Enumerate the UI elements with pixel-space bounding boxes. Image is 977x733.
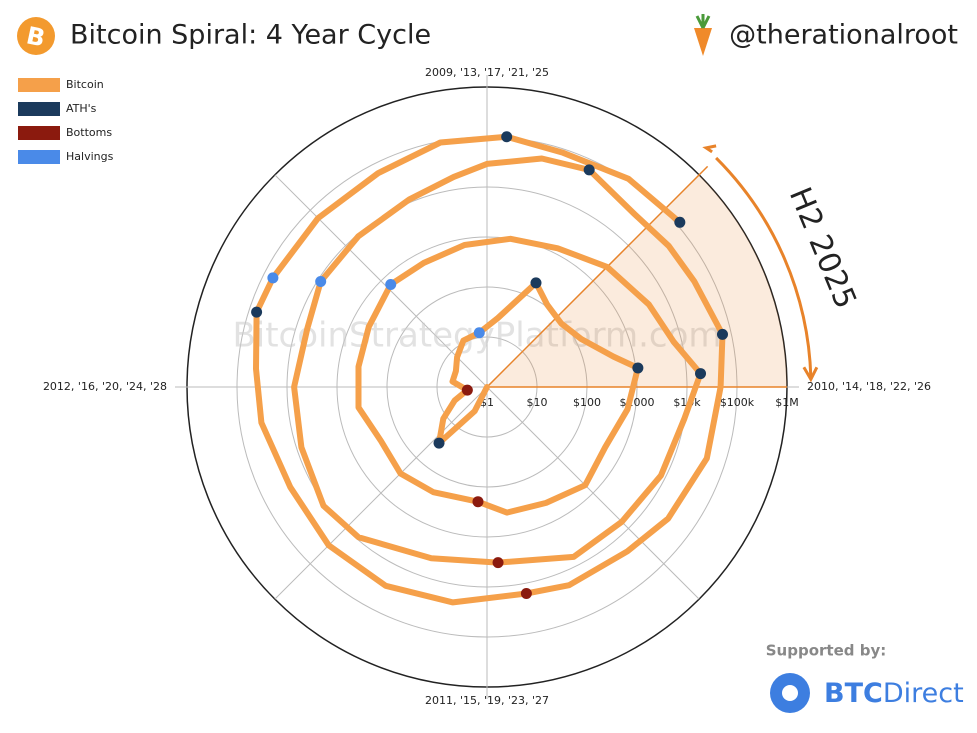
marker	[716, 328, 728, 340]
r-tick-label: $1M	[775, 396, 799, 409]
legend-swatch	[18, 78, 60, 92]
marker	[520, 587, 532, 599]
marker	[674, 216, 686, 228]
sponsor-logo: BTCDirect	[770, 673, 964, 713]
spoke	[274, 174, 488, 388]
r-tick-label: $100	[573, 396, 601, 409]
angle-label: 2010, '14, '18, '22, '26	[807, 380, 931, 393]
highlight-edge	[486, 165, 709, 388]
marker	[267, 272, 279, 284]
legend-label: Bottoms	[66, 126, 112, 139]
author-handle: @therationalroot	[729, 20, 958, 51]
angle-label: 2011, '15, '19, '23, '27	[425, 694, 549, 707]
marker	[492, 557, 504, 569]
price-line	[253, 133, 726, 606]
r-tick-label: $1000	[620, 396, 655, 409]
r-tick-label: $10	[527, 396, 548, 409]
sponsor-label: Supported by:	[766, 642, 886, 660]
highlight-wedge	[487, 174, 788, 387]
spoke	[486, 386, 700, 600]
arrow-head	[702, 144, 717, 154]
legend-label: Halvings	[66, 150, 114, 163]
svg-text:B: B	[24, 21, 48, 52]
spoke	[274, 386, 488, 600]
marker	[473, 327, 485, 339]
sponsor-rest: Direct	[883, 678, 964, 709]
legend-label: ATH's	[66, 102, 97, 115]
highlight-label: H2 2025	[782, 182, 863, 313]
legend-label: Bitcoin	[66, 78, 104, 91]
marker	[501, 131, 513, 143]
legend-swatch	[18, 102, 60, 116]
bitcoin-logo: B	[17, 17, 55, 55]
angle-label: 2012, '16, '20, '24, '28	[43, 380, 167, 393]
sponsor-bold: BTC	[824, 678, 883, 709]
marker	[583, 164, 595, 176]
marker	[461, 384, 473, 396]
highlight-arrow	[715, 156, 813, 378]
marker	[385, 278, 397, 290]
legend-swatch	[18, 150, 60, 164]
legend: Bitcoin ATH's Bottoms Halvings	[18, 78, 114, 164]
legend-swatch	[18, 126, 60, 140]
carrot-logo	[694, 14, 712, 56]
marker	[695, 368, 707, 380]
marker	[472, 496, 484, 508]
marker	[433, 437, 445, 449]
sponsor-name: BTCDirect	[824, 678, 964, 709]
chart-title: Bitcoin Spiral: 4 Year Cycle	[70, 20, 431, 51]
marker	[530, 277, 542, 289]
marker	[315, 275, 327, 287]
r-tick-label: $100k	[720, 396, 755, 409]
angle-label: 2009, '13, '17, '21, '25	[425, 66, 549, 79]
marker	[632, 362, 644, 374]
marker	[251, 306, 263, 318]
arrow-head	[802, 366, 819, 383]
